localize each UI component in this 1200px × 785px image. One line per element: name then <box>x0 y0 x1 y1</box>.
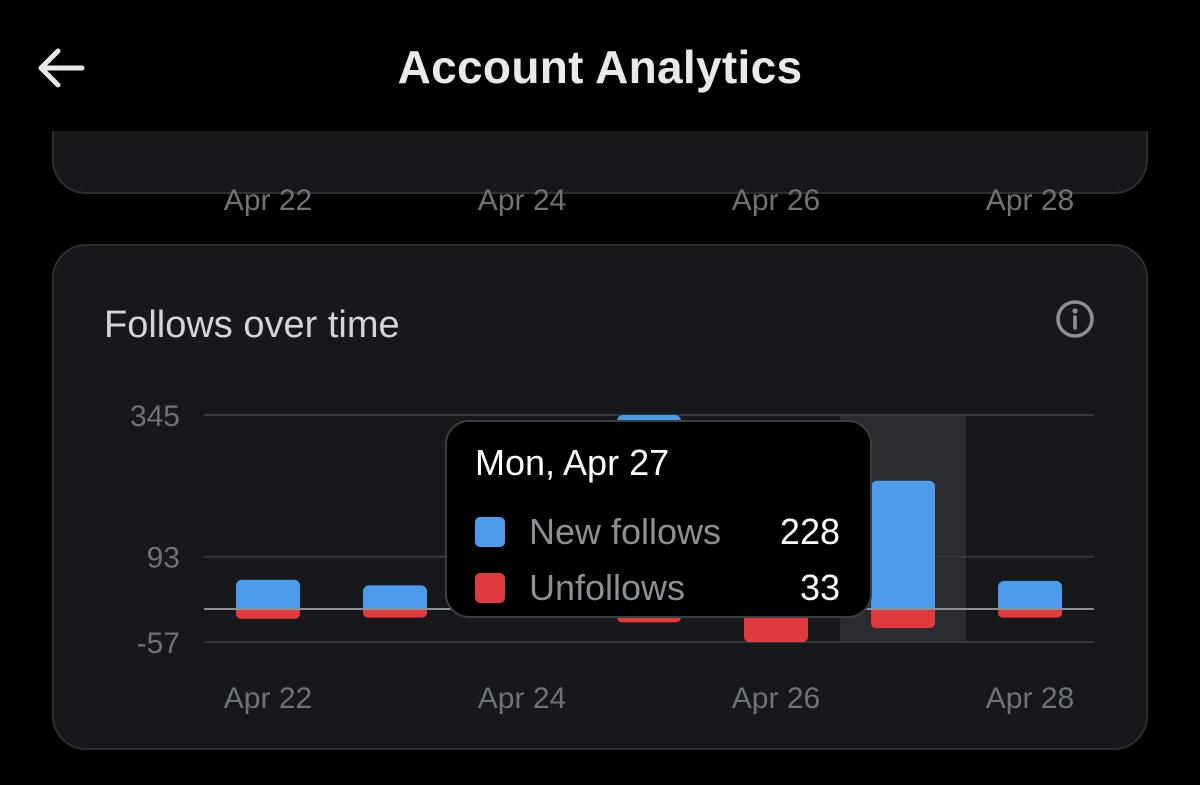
y-tick-label: 93 <box>147 542 180 575</box>
previous-chart-x-label: Apr 24 <box>477 184 567 217</box>
arrow-left-icon <box>38 48 85 88</box>
new-follows-bar-base <box>998 603 1062 609</box>
previous-chart-x-label: Apr 22 <box>223 184 313 217</box>
new-follows-bar-base <box>871 603 935 609</box>
tooltip-row-unfollows: Unfollows 33 <box>475 566 840 610</box>
tooltip-value: 228 <box>779 511 840 552</box>
x-tick-label: Apr 26 <box>732 682 820 715</box>
x-tick-label: Apr 24 <box>478 682 566 715</box>
x-tick-label: Apr 28 <box>986 682 1074 715</box>
previous-chart-x-label: Apr 28 <box>985 184 1075 217</box>
follows-chart-card: Follows over time 345 93 -57 Apr 22 Apr 24 Ap… <box>52 244 1148 750</box>
new-follows-swatch <box>475 517 505 547</box>
unfollows-bar-base <box>363 609 427 614</box>
back-button[interactable] <box>28 38 92 98</box>
new-follows-bar <box>871 480 935 609</box>
unfollows-bar-base <box>871 609 935 614</box>
tooltip-row-new-follows: New follows 228 <box>475 510 840 554</box>
page-title: Account Analytics <box>397 41 803 93</box>
previous-chart-x-label: Apr 26 <box>731 184 821 217</box>
chart-tooltip: Mon, Apr 27 New follows 228 Unfollows 33 <box>445 420 872 618</box>
info-button[interactable] <box>1054 298 1096 340</box>
tooltip-label: New follows <box>529 511 722 552</box>
app-header: Account Analytics <box>0 0 1200 131</box>
chart-title: Follows over time <box>104 304 400 346</box>
y-tick-label: -57 <box>137 627 180 660</box>
new-follows-bar-base <box>363 603 427 609</box>
info-icon <box>1056 300 1094 338</box>
new-follows-bar <box>998 580 1062 609</box>
unfollows-swatch <box>475 573 505 603</box>
new-follows-bar <box>236 579 300 609</box>
tooltip-date: Mon, Apr 27 <box>475 442 670 483</box>
tooltip-value: 33 <box>799 567 840 608</box>
new-follows-bar-base <box>236 603 300 609</box>
unfollows-bar-base <box>998 609 1062 614</box>
tooltip-label: Unfollows <box>529 567 686 608</box>
unfollows-bar-base <box>236 609 300 614</box>
x-tick-label: Apr 22 <box>224 682 312 715</box>
y-tick-label: 345 <box>130 400 180 433</box>
